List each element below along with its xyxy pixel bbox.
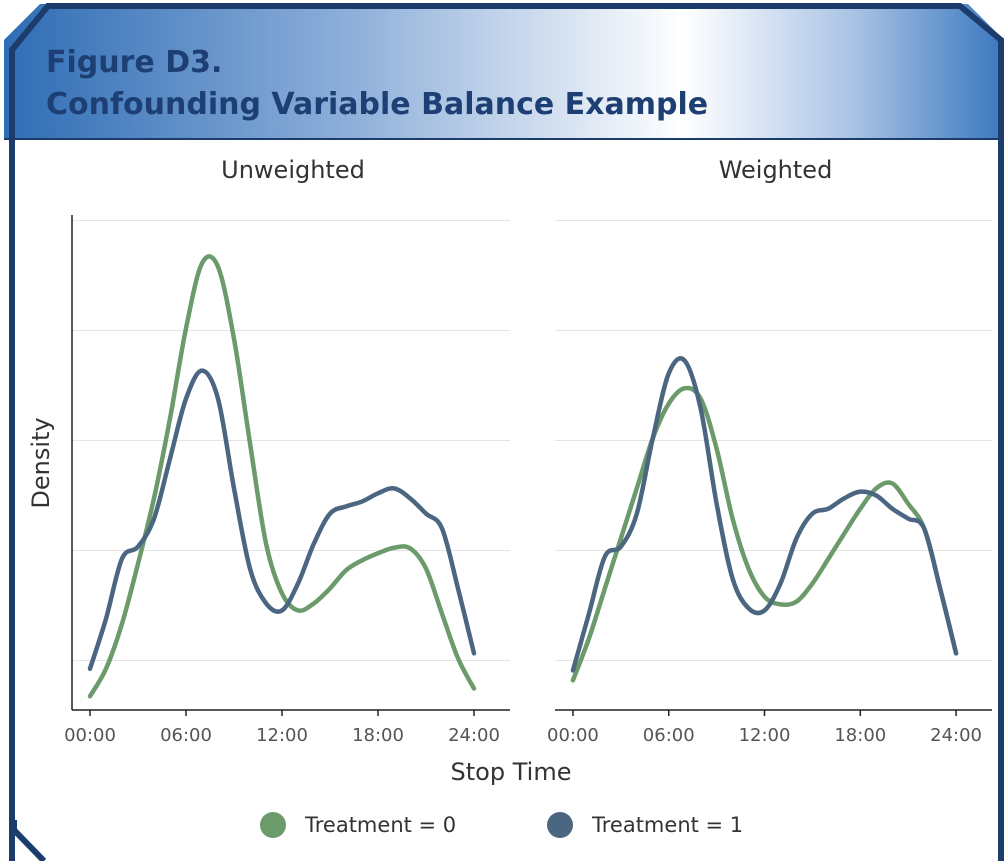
x-tick-label: 24:00 — [930, 725, 982, 746]
x-tick-label: 18:00 — [834, 725, 886, 746]
y-axis-label: Density — [27, 417, 55, 508]
header-band — [4, 4, 1004, 140]
figure-title: Confounding Variable Balance Example — [46, 87, 708, 122]
density-line — [87, 368, 477, 671]
x-tick-label: 06:00 — [643, 725, 695, 746]
density-line — [570, 356, 959, 673]
x-axis-label: Stop Time — [451, 758, 572, 786]
panel-title: Unweighted — [221, 156, 365, 184]
x-tick-label: 00:00 — [64, 725, 116, 746]
legend-swatch — [547, 812, 573, 838]
x-tick-label: 18:00 — [352, 725, 404, 746]
frame-corner — [11, 820, 47, 861]
x-tick-label: 12:00 — [739, 725, 791, 746]
frame — [9, 3, 1004, 861]
legend-label: Treatment = 1 — [591, 813, 743, 837]
x-tick-label: 12:00 — [256, 725, 308, 746]
legend-label: Treatment = 0 — [304, 813, 456, 837]
density-line — [87, 254, 477, 699]
x-tick-label: 00:00 — [547, 725, 599, 746]
density-line — [570, 385, 959, 683]
panel-title: Weighted — [719, 156, 833, 184]
x-tick-label: 24:00 — [448, 725, 500, 746]
figure-label: Figure D3. — [46, 45, 222, 80]
legend-swatch — [260, 812, 286, 838]
x-tick-label: 06:00 — [160, 725, 212, 746]
